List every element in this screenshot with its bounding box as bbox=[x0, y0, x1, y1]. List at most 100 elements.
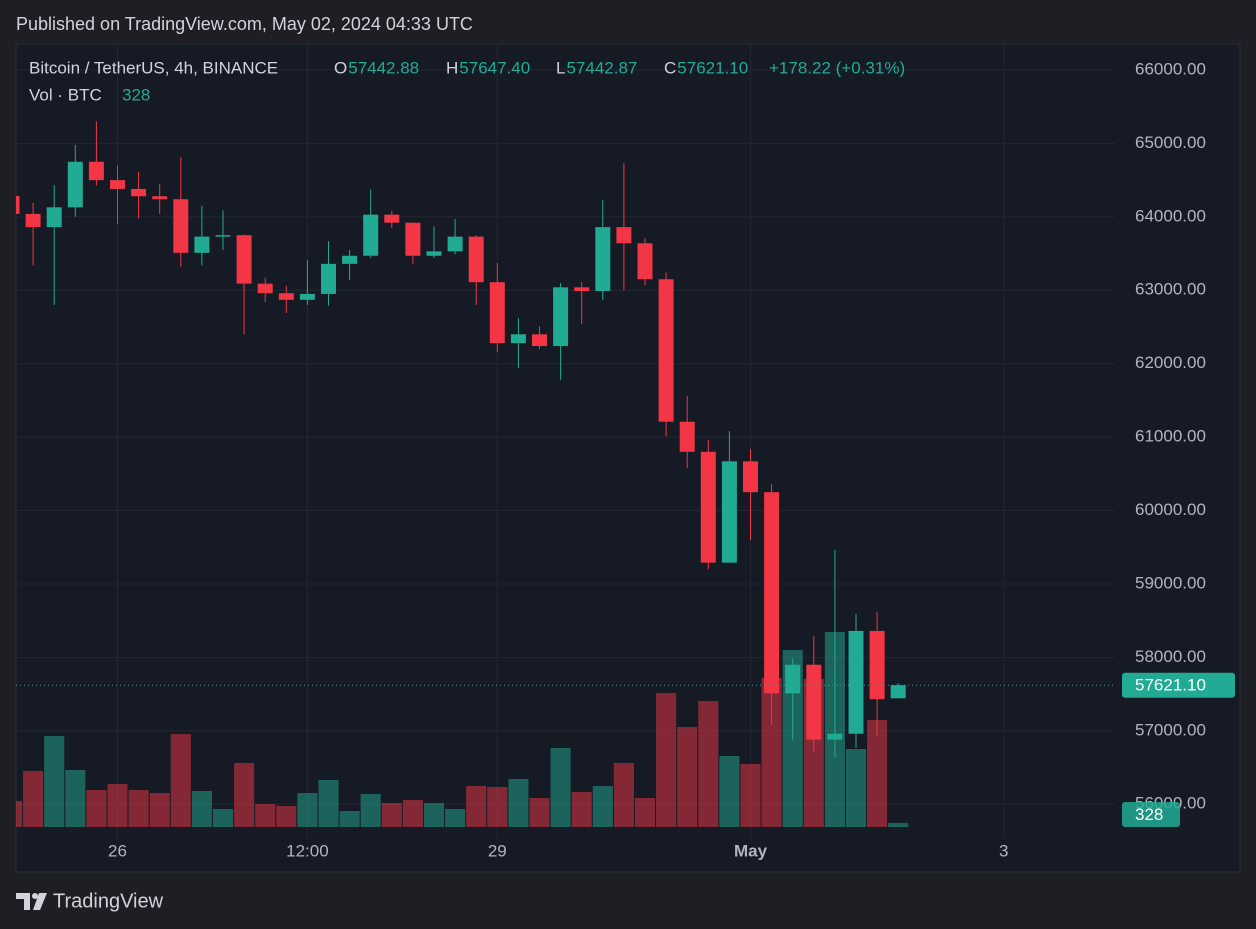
y-tick-label: 61000.00 bbox=[1135, 427, 1206, 446]
volume-bar bbox=[867, 720, 888, 827]
candle-body bbox=[46, 207, 62, 228]
candle-body bbox=[215, 235, 231, 237]
x-tick-label: 12:00 bbox=[286, 841, 329, 860]
candle-body bbox=[743, 461, 758, 493]
x-tick-label: 29 bbox=[488, 841, 507, 860]
volume-label: Vol · BTC bbox=[29, 85, 102, 104]
candle-body bbox=[405, 222, 421, 256]
candle-body bbox=[468, 236, 484, 283]
candle-body bbox=[489, 282, 505, 344]
x-tick-label: 26 bbox=[108, 841, 127, 860]
ohlc-value: 57442.88 bbox=[348, 58, 419, 77]
candle-body bbox=[299, 293, 315, 300]
volume-bar bbox=[698, 701, 719, 827]
volume-bar bbox=[381, 803, 402, 827]
y-tick-label: 65000.00 bbox=[1135, 133, 1206, 152]
ohlc-value: 57621.10 bbox=[677, 58, 748, 77]
candle-body bbox=[785, 664, 801, 694]
price-label: 57621.10 bbox=[1135, 676, 1206, 695]
candle-body bbox=[658, 279, 674, 422]
logo-part bbox=[16, 893, 30, 910]
axes: 56000.0057000.0058000.0059000.0060000.00… bbox=[108, 59, 1235, 860]
volume-label-box bbox=[1122, 802, 1180, 827]
volume-bar bbox=[613, 763, 634, 827]
x-tick-label: May bbox=[734, 841, 768, 860]
volume-bar bbox=[634, 798, 656, 827]
volume-bar bbox=[107, 784, 128, 827]
candle-body bbox=[131, 188, 147, 197]
candle-body bbox=[510, 334, 526, 344]
ohlc-value: 57647.40 bbox=[459, 58, 530, 77]
candle-body bbox=[342, 255, 358, 264]
ohlc-value: 57442.87 bbox=[566, 58, 637, 77]
volume-bar bbox=[128, 790, 149, 827]
volume-bar bbox=[44, 736, 65, 827]
volume-bar bbox=[16, 801, 23, 827]
y-tick-label: 60000.00 bbox=[1135, 500, 1206, 519]
change: +178.22 (+0.31%) bbox=[769, 58, 905, 77]
candle-body bbox=[426, 251, 442, 256]
volume-value-label: 328 bbox=[1135, 805, 1163, 824]
ohlc-key: H bbox=[446, 58, 458, 77]
volume-pane bbox=[16, 632, 909, 827]
candle-body bbox=[827, 733, 843, 740]
candle-body bbox=[574, 287, 590, 291]
candle-body bbox=[110, 180, 125, 189]
candle-body bbox=[278, 293, 294, 300]
legend: Bitcoin / TetherUS, 4h, BINANCE +178.22 … bbox=[29, 58, 905, 104]
volume-bar bbox=[318, 780, 339, 827]
candle-body bbox=[890, 685, 906, 699]
volume-bar bbox=[761, 678, 782, 827]
candle-body bbox=[25, 213, 41, 228]
candle-body bbox=[67, 161, 83, 208]
volume-bar bbox=[466, 786, 487, 827]
legend-volume: 328 bbox=[122, 85, 150, 104]
volume-bar bbox=[508, 779, 529, 827]
volume-bar bbox=[740, 764, 761, 827]
volume-bar bbox=[845, 749, 867, 827]
volume-bar bbox=[297, 793, 318, 827]
volume-bar bbox=[592, 786, 613, 827]
candle-body bbox=[384, 214, 400, 223]
price-pane bbox=[16, 121, 1115, 758]
volume-bar bbox=[656, 693, 677, 827]
chart-panel bbox=[15, 43, 1241, 873]
volume-bar bbox=[423, 803, 445, 827]
volume-bar bbox=[212, 809, 234, 827]
brand: TradingView bbox=[53, 890, 164, 912]
candle-body bbox=[16, 195, 20, 214]
volume-bar bbox=[65, 770, 86, 827]
volume-bar bbox=[487, 787, 508, 827]
candle-body bbox=[616, 227, 632, 244]
volume-bar bbox=[86, 790, 107, 827]
volume-bar bbox=[191, 791, 212, 827]
volume-bar bbox=[149, 793, 170, 827]
candle-body bbox=[595, 227, 611, 291]
candle-body bbox=[532, 334, 547, 347]
candle-body bbox=[679, 421, 695, 452]
y-tick-label: 59000.00 bbox=[1135, 573, 1206, 592]
volume-bar bbox=[529, 798, 550, 827]
volume-bar bbox=[571, 792, 592, 827]
volume-bar bbox=[719, 756, 740, 827]
y-tick-label: 58000.00 bbox=[1135, 647, 1206, 666]
candle-body bbox=[700, 451, 716, 563]
volume-bar bbox=[445, 809, 466, 827]
volume-bar bbox=[255, 804, 276, 827]
volume-bar bbox=[360, 794, 381, 827]
volume-bar bbox=[276, 806, 297, 827]
logo-part bbox=[32, 893, 38, 899]
candle-body bbox=[721, 461, 737, 563]
grid bbox=[16, 44, 1115, 838]
price-label-box bbox=[1122, 672, 1235, 698]
volume-bar bbox=[888, 822, 909, 827]
volume-bar bbox=[170, 734, 191, 827]
ohlc-key: O bbox=[334, 58, 347, 77]
candle-body bbox=[806, 664, 822, 740]
volume-bar bbox=[23, 771, 44, 827]
candle-body bbox=[257, 283, 273, 294]
published-header: Published on TradingView.com, May 02, 20… bbox=[16, 14, 473, 34]
candle-body bbox=[173, 199, 189, 253]
y-tick-label: 66000.00 bbox=[1135, 59, 1206, 78]
